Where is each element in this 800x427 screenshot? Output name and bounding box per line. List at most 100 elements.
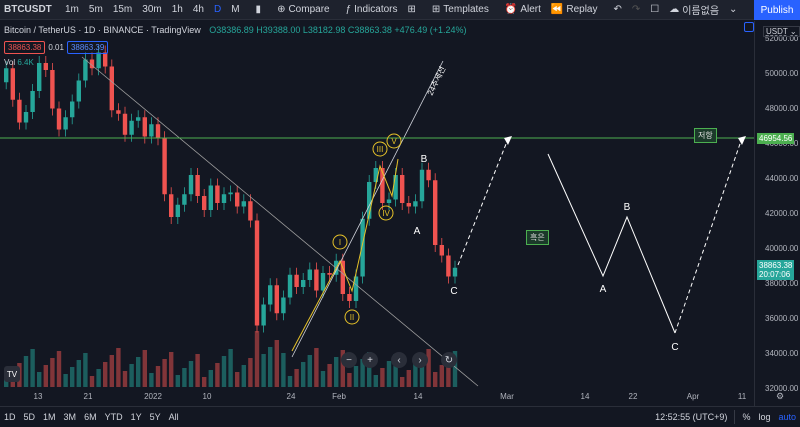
- ask-price[interactable]: 38863.39: [66, 41, 109, 54]
- clock-time[interactable]: 12:52:55 (UTC+9): [655, 412, 728, 422]
- volume-bar: [221, 356, 227, 387]
- candle-body: [50, 70, 55, 109]
- alert-button[interactable]: ⏰ Alert: [500, 0, 546, 20]
- range-1D[interactable]: 1D: [4, 412, 16, 422]
- bid-ask: 38863.38 0.01 38863.39: [4, 41, 109, 54]
- resistance-label: 저항: [694, 128, 717, 143]
- rewind-icon: ⏪: [550, 4, 564, 15]
- volume-bar: [433, 372, 438, 387]
- range-5Y[interactable]: 5Y: [149, 412, 161, 422]
- redo-icon[interactable]: ↷: [631, 4, 641, 15]
- volume-bar: [413, 363, 418, 387]
- symbol-search[interactable]: BTCUSDT: [4, 4, 52, 15]
- volume-bar: [320, 371, 326, 387]
- price-tick: 42000.00: [765, 208, 799, 218]
- time-tick: 11: [737, 392, 747, 401]
- candle-body: [208, 185, 213, 210]
- layout-square-icon[interactable]: ☐: [650, 4, 660, 15]
- scroll-left-button[interactable]: ‹: [391, 352, 407, 368]
- interval-1m[interactable]: 1m: [65, 4, 79, 15]
- bottom-toolbar: 1D 5D 1M 3M 6M YTD 1Y 5Y All 12:52:55 (UTC+9) % …: [0, 406, 800, 427]
- up-trendline: [291, 60, 444, 358]
- candle-body: [37, 63, 42, 91]
- currency-selector[interactable]: USDT ⌄: [763, 26, 800, 37]
- volume-bar: [439, 365, 444, 387]
- publish-button[interactable]: Publish: [754, 0, 800, 20]
- volume-bar: [281, 353, 286, 387]
- indicators-button[interactable]: ƒ Indicators: [341, 0, 403, 20]
- templates-button[interactable]: ⊞ Templates: [427, 0, 494, 20]
- volume-bar: [419, 356, 425, 387]
- ohlc-values: O38386.89 H39388.00 L38182.98 C38863.38 …: [209, 25, 467, 35]
- range-5D[interactable]: 5D: [23, 412, 36, 422]
- indicator-templates-grid-icon[interactable]: ⊞: [407, 4, 416, 15]
- candle-body: [274, 285, 279, 314]
- time-axis[interactable]: 13 21 2022 10 24 Feb 14 Mar 14 22 Apr 11 ⚙: [0, 388, 785, 406]
- range-YTD[interactable]: YTD: [104, 412, 123, 422]
- percent-toggle[interactable]: %: [742, 412, 751, 422]
- candle-body: [162, 138, 167, 195]
- volume-bar: [294, 369, 299, 387]
- interval-4h[interactable]: 4h: [192, 4, 204, 15]
- volume-bar: [340, 350, 345, 387]
- candle-body: [406, 203, 411, 207]
- range-All[interactable]: All: [168, 412, 179, 422]
- time-tick: 13: [33, 392, 43, 401]
- volume-bar: [334, 357, 339, 387]
- layout-name-label: 이름없음: [682, 6, 720, 17]
- candle-body: [129, 120, 134, 135]
- chart-legend: Bitcoin / TetherUS · 1D · BINANCE · Trad…: [4, 25, 466, 35]
- price-tick: 34000.00: [765, 348, 799, 358]
- corrective-label: C: [450, 286, 457, 297]
- interval-D[interactable]: D: [213, 4, 222, 15]
- trendline-label: 24추세선: [426, 65, 448, 97]
- zoom-out-button[interactable]: −: [341, 352, 357, 368]
- candle-body: [122, 113, 128, 135]
- candle-body: [268, 285, 273, 305]
- chart-settings-icon[interactable]: [744, 22, 754, 32]
- auto-toggle[interactable]: auto: [778, 412, 796, 422]
- reset-chart-icon[interactable]: ↻: [441, 352, 457, 368]
- tradingview-logo: TV: [4, 366, 20, 382]
- interval-5m[interactable]: 5m: [88, 4, 103, 15]
- candle-body: [248, 201, 253, 221]
- bid-price[interactable]: 38863.38: [4, 41, 46, 54]
- candle-style-button[interactable]: ▮: [255, 4, 262, 15]
- interval-M[interactable]: M: [231, 4, 240, 15]
- zoom-in-button[interactable]: +: [362, 352, 378, 368]
- corrective-label: B: [421, 154, 428, 165]
- candle-body: [10, 68, 15, 100]
- time-axis-settings-icon[interactable]: ⚙: [776, 391, 785, 401]
- candle-body: [419, 169, 425, 202]
- layout-name-button[interactable]: ☁ 이름없음: [664, 0, 724, 20]
- volume-bar: [393, 354, 398, 387]
- compare-button[interactable]: ⊕ Compare: [272, 0, 335, 20]
- range-1M[interactable]: 1M: [43, 412, 56, 422]
- wave-circle: [386, 133, 402, 149]
- volume-bar: [4, 377, 9, 387]
- interval-15m[interactable]: 15m: [112, 4, 133, 15]
- volume-bar: [43, 365, 48, 387]
- interval-30m[interactable]: 30m: [142, 4, 162, 15]
- scroll-right-button[interactable]: ›: [412, 352, 428, 368]
- log-toggle[interactable]: log: [758, 412, 771, 422]
- range-1Y[interactable]: 1Y: [130, 412, 142, 422]
- volume-bar: [103, 362, 108, 387]
- templates-label: Templates: [443, 4, 489, 15]
- candle-body: [83, 59, 88, 81]
- price-axis[interactable]: 52000.0050000.0048000.0046000.0044000.00…: [754, 21, 800, 406]
- candle-body: [314, 269, 319, 291]
- undo-icon[interactable]: ↶: [613, 4, 622, 15]
- candle-body: [202, 196, 207, 210]
- wave-circle: [378, 205, 394, 221]
- replay-button[interactable]: ⏪ Replay: [546, 0, 603, 20]
- divider: [734, 410, 736, 424]
- interval-1h[interactable]: 1h: [171, 4, 183, 15]
- chevron-down-icon[interactable]: ⌄: [729, 4, 738, 15]
- candle-body: [142, 117, 147, 137]
- range-6M[interactable]: 6M: [84, 412, 97, 422]
- top-toolbar: BTCUSDT 1m 5m 15m 30m 1h 4h D M ▮ ⊕ Compare ƒ Ind…: [0, 0, 800, 20]
- range-3M[interactable]: 3M: [63, 412, 77, 422]
- volume-bar: [56, 351, 62, 387]
